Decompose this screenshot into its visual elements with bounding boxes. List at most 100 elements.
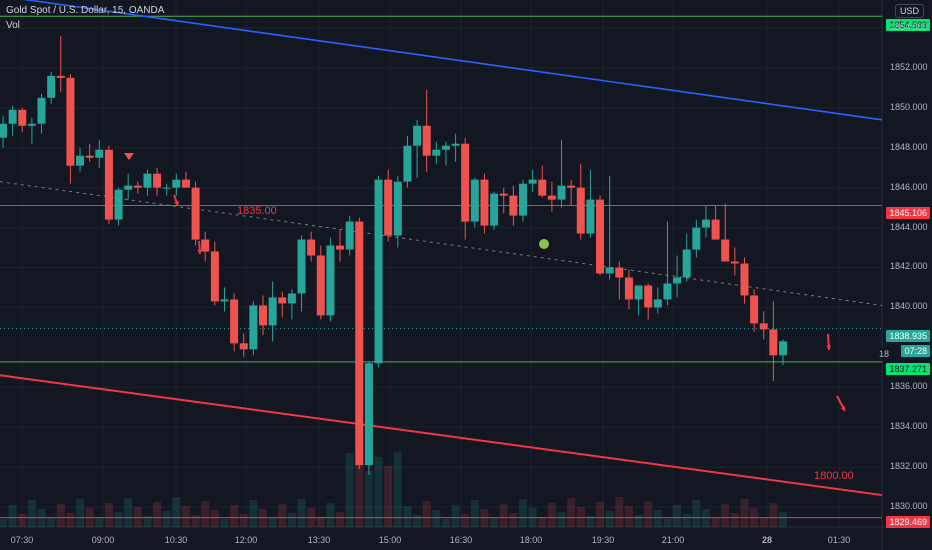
- volume-bar: [470, 500, 479, 527]
- candle-body: [769, 329, 778, 356]
- candle-body: [336, 245, 345, 250]
- down-arrow-icon-head: [197, 249, 203, 254]
- volume-bar: [374, 457, 383, 527]
- candle-body: [779, 341, 787, 356]
- candle-body: [413, 125, 422, 146]
- candle-body: [162, 187, 171, 189]
- time-tick-label: 10:30: [164, 535, 188, 545]
- volume-bar: [220, 519, 229, 527]
- candle-body: [172, 179, 181, 188]
- candle-body: [259, 305, 267, 326]
- candle-body: [740, 263, 749, 296]
- candle-body: [201, 239, 210, 252]
- candle-body: [287, 293, 296, 304]
- candle-body: [441, 145, 450, 150]
- volume-bar: [682, 514, 691, 527]
- volume-bar: [538, 517, 547, 527]
- price-label-green-low: 1837.271: [886, 363, 930, 375]
- price-tick-label: 1850.000: [890, 101, 928, 112]
- volume-bar: [519, 499, 527, 527]
- candle-body: [586, 199, 595, 234]
- volume-bar: [721, 504, 730, 527]
- volume-bar: [422, 501, 431, 527]
- midline-dashed: [0, 181, 883, 306]
- candle-body: [27, 123, 36, 126]
- candle-body: [316, 255, 325, 316]
- candle-body: [509, 195, 518, 216]
- candle-body: [114, 189, 123, 220]
- candle-body: [634, 285, 643, 300]
- candle-body: [143, 173, 152, 188]
- volume-bar: [0, 519, 7, 527]
- volume-bar: [384, 466, 393, 527]
- candle-body: [374, 179, 383, 364]
- volume-bar: [441, 519, 450, 527]
- candle-body: [490, 193, 499, 226]
- volume-bar: [230, 505, 239, 527]
- annotation-1835: 1835.00: [237, 205, 277, 217]
- volume-bar: [153, 502, 162, 527]
- candle-body: [210, 251, 219, 302]
- candle-body: [519, 183, 527, 216]
- price-tick-label: 1848.000: [890, 141, 928, 152]
- volume-bar: [576, 507, 585, 527]
- volume-bar: [249, 500, 258, 527]
- candle-body: [759, 323, 768, 330]
- candle-body: [133, 185, 142, 188]
- candle-body: [37, 97, 46, 124]
- volume-bar: [461, 514, 470, 527]
- price-label-current: 1838.935: [886, 330, 930, 342]
- volume-bar: [133, 507, 142, 527]
- candle-body: [576, 187, 585, 234]
- time-tick-label: 01:30: [827, 535, 851, 545]
- volume-bar: [557, 512, 566, 527]
- volume-bar: [769, 503, 778, 527]
- candle-body: [547, 195, 556, 200]
- candle-body: [153, 173, 162, 188]
- candle-body: [66, 77, 75, 166]
- candle-body: [355, 221, 364, 466]
- down-arrow-icon-head: [840, 406, 846, 411]
- down-triangle-marker: [124, 153, 134, 160]
- volume-bar: [644, 501, 653, 527]
- volume-bar: [191, 515, 200, 527]
- currency-button[interactable]: USD: [894, 4, 924, 18]
- volume-bar: [567, 498, 576, 527]
- blue-trendline: [22, 0, 883, 121]
- volume-bar: [393, 452, 402, 527]
- volume-bar: [297, 499, 306, 527]
- price-tick-label: 1834.000: [890, 421, 928, 432]
- volume-bar: [547, 503, 556, 527]
- symbol-title: Gold Spot / U.S. Dollar, 15, OANDA: [6, 5, 165, 16]
- candle-body: [557, 185, 566, 200]
- price-tick-label: 1844.000: [890, 221, 928, 232]
- candle-body: [191, 187, 200, 240]
- price-tick-label: 1846.000: [890, 181, 928, 192]
- candle-body: [721, 239, 730, 262]
- volume-bar: [143, 516, 152, 527]
- candle-body: [528, 179, 537, 184]
- candle-body: [345, 221, 354, 250]
- signal-dot: [539, 239, 549, 249]
- volume-bar: [624, 506, 633, 527]
- candle-body: [499, 193, 508, 196]
- candle-body: [644, 285, 653, 308]
- time-tick-label: 28: [761, 535, 773, 545]
- time-tick-label: 19:30: [591, 535, 615, 545]
- candle-body: [480, 179, 489, 226]
- candle-body: [701, 219, 710, 228]
- candle-body: [18, 109, 27, 126]
- price-label-partial: 18: [875, 348, 892, 360]
- volume-bar: [66, 513, 75, 527]
- volume-bar: [673, 505, 682, 527]
- candle-body: [432, 149, 441, 156]
- candle-body: [47, 75, 56, 98]
- price-tick-label: 1854.000: [890, 21, 928, 32]
- candle-body: [297, 239, 306, 294]
- candle-body: [307, 239, 316, 256]
- volume-bar: [124, 498, 133, 527]
- volume-bar: [779, 512, 787, 527]
- candle-body: [393, 181, 402, 236]
